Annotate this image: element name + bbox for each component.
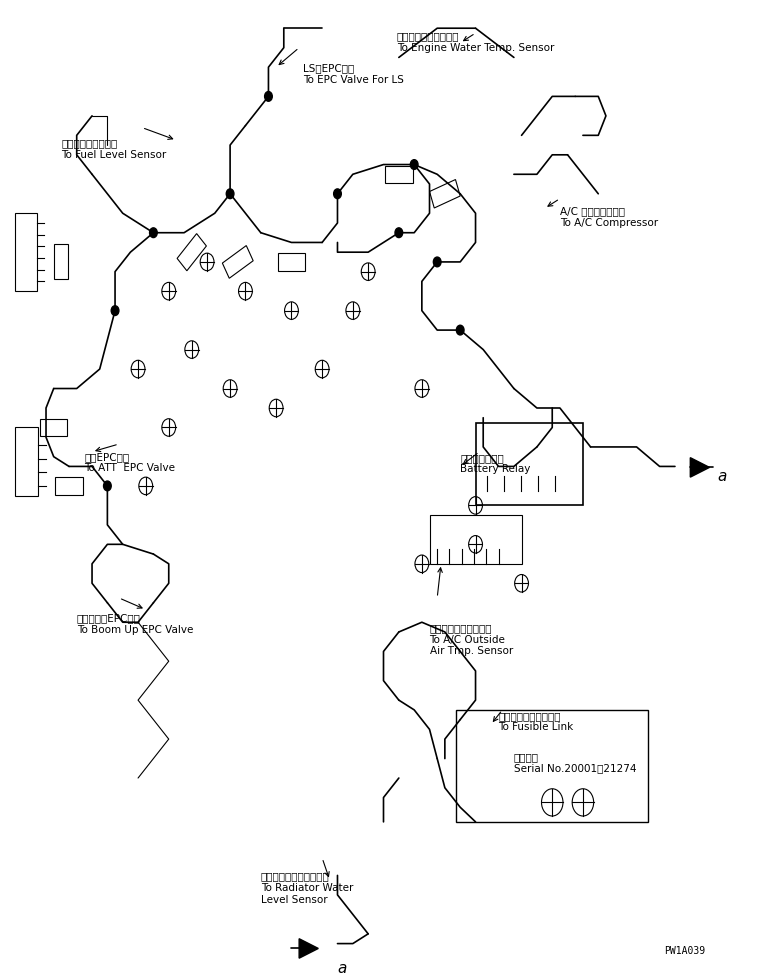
Circle shape — [456, 326, 464, 335]
Text: A/C コンプレッサへ
To A/C Compressor: A/C コンプレッサへ To A/C Compressor — [560, 206, 658, 228]
Text: 増設EPC弁へ
To ATT  EPC Valve: 増設EPC弁へ To ATT EPC Valve — [84, 452, 176, 473]
Circle shape — [395, 229, 403, 239]
Text: a: a — [717, 468, 726, 484]
Text: バッテリリレー
Battery Relay: バッテリリレー Battery Relay — [460, 453, 531, 474]
Polygon shape — [299, 939, 318, 958]
Text: ラジエータ水位センサへ
To Radiator Water
Level Sensor: ラジエータ水位センサへ To Radiator Water Level Sens… — [261, 870, 353, 904]
Bar — [456, 710, 648, 822]
Bar — [430, 515, 522, 564]
Circle shape — [265, 92, 272, 102]
Circle shape — [410, 160, 418, 170]
Bar — [15, 214, 37, 291]
Circle shape — [334, 190, 341, 200]
Text: ブーム上げEPC弁へ
To Boom Up EPC Valve: ブーム上げEPC弁へ To Boom Up EPC Valve — [77, 613, 193, 635]
Text: エアコン外気センサへ
To A/C Outside
Air Tmp. Sensor: エアコン外気センサへ To A/C Outside Air Tmp. Senso… — [430, 623, 513, 656]
Circle shape — [104, 481, 111, 491]
Polygon shape — [690, 458, 709, 477]
Text: ヒュージブルリンクへ
To Fusible Link: ヒュージブルリンクへ To Fusible Link — [499, 710, 574, 732]
Circle shape — [150, 229, 157, 239]
Bar — [15, 428, 38, 496]
Text: LS用EPC弁へ
To EPC Valve For LS: LS用EPC弁へ To EPC Valve For LS — [303, 64, 404, 85]
Text: PW1A039: PW1A039 — [664, 946, 706, 956]
Text: a: a — [337, 960, 347, 975]
Circle shape — [433, 258, 441, 268]
Circle shape — [226, 190, 234, 200]
Text: 適用号機
Serial No.20001～21274: 適用号機 Serial No.20001～21274 — [514, 751, 637, 773]
Bar — [476, 423, 583, 506]
Text: エンジン水温センサへ
To Engine Water Temp. Sensor: エンジン水温センサへ To Engine Water Temp. Sensor — [397, 31, 555, 53]
Circle shape — [111, 306, 119, 316]
Text: 燃料レベルセンサへ
To Fuel Level Sensor: 燃料レベルセンサへ To Fuel Level Sensor — [61, 138, 166, 159]
